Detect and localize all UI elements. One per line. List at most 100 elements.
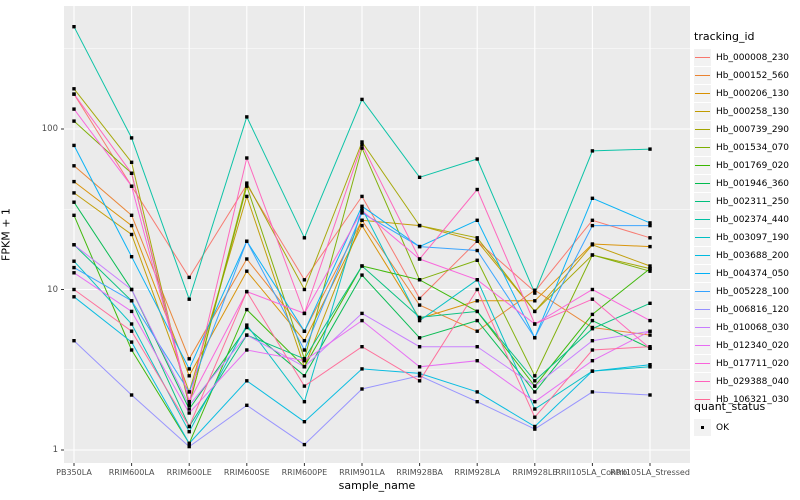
data-point [360,387,364,391]
data-point [187,403,191,407]
data-point [648,363,652,367]
data-point [475,287,479,292]
data-point [187,424,191,429]
data-point [360,206,364,211]
data-point [302,384,307,388]
legend-key-line-icon [694,139,711,156]
data-point [129,136,134,140]
data-point [648,266,652,271]
legend-item-label: Hb_000258_130 [716,106,790,117]
data-point [302,420,307,424]
data-point [475,359,479,363]
data-point [417,345,422,349]
data-point [475,390,479,394]
data-point [360,140,364,144]
data-point [533,415,537,419]
data-point [129,393,134,397]
data-point [417,379,422,383]
data-point [187,444,191,449]
legend-item-label: Hb_010068_030 [716,322,790,333]
legend-key-line-icon [694,85,711,102]
x-tick-label: RRIM928LE [512,468,558,477]
data-point [648,345,652,349]
legend-key-line-icon [694,229,711,246]
data-point [72,339,76,343]
legend-item-Hb_003688_200: Hb_003688_200 [694,247,789,264]
x-tick-label: RRIM600SE [223,468,270,477]
data-point [129,309,134,314]
panel-background [64,6,690,463]
data-point [245,333,249,337]
y-axis-title: FPKM + 1 [0,208,13,261]
data-point [590,243,595,247]
data-point [648,333,652,337]
data-point [590,297,595,301]
data-point [648,329,652,333]
data-point [533,390,537,394]
data-point [245,257,249,261]
data-point [475,236,479,240]
legend-item-label: Hb_001769_020 [716,160,790,171]
legend-item-label: Hb_002374_440 [716,214,790,225]
data-point [360,223,364,228]
data-point [302,236,307,240]
data-point [302,348,307,352]
legend-tracking-id-items: Hb_000008_230 Hb_000152_560 Hb_000206_130 H… [694,49,789,408]
data-point [417,223,422,228]
data-point [590,312,595,317]
legend-key-line-icon [694,337,711,354]
legend-item-label: Hb_004374_050 [716,268,790,279]
x-tick-label: RRIM928LA [454,468,501,477]
data-point [129,232,134,237]
data-point [533,407,537,411]
data-point [360,146,364,150]
data-point [360,142,364,147]
data-point [360,345,364,349]
data-point [129,160,134,164]
data-point [302,287,307,292]
data-point [648,318,652,323]
data-point [417,318,422,323]
x-tick-label: PB350LA [56,468,92,477]
data-point [475,248,479,253]
legend-item-Hb_001769_020: Hb_001769_020 [694,157,789,174]
data-point [187,374,191,378]
data-point [72,243,76,247]
data-point [533,299,537,303]
legend-item-label: Hb_003097_190 [716,232,790,243]
data-point [302,339,307,343]
data-point [533,427,537,431]
legend-key-line-icon [694,373,711,390]
data-point [72,259,76,263]
data-point [475,299,479,303]
data-point [360,97,364,102]
data-point [129,223,134,228]
legend-key-line-icon [694,175,711,192]
data-point [187,441,191,446]
legend-tracking-id: tracking_id Hb_000008_230 Hb_000152_560 Hb… [694,30,789,409]
data-point [533,400,537,404]
legend-key-line-icon [694,67,711,84]
data-point [360,318,364,323]
data-point [72,200,76,204]
legend-item-Hb_006816_120: Hb_006816_120 [694,301,789,318]
data-point [302,359,307,363]
legend-key-line-icon [694,391,711,408]
legend-item-label: Hb_012340_020 [716,340,790,351]
data-point [417,315,422,320]
data-point [417,371,422,376]
legend-key-line-icon [694,49,711,66]
data-point [475,318,479,323]
legend-key-line-icon [694,301,711,318]
legend-item-Hb_017711_020: Hb_017711_020 [694,355,789,372]
data-point [417,365,422,369]
x-axis-title: sample_name [338,479,416,492]
data-point [302,278,307,282]
data-point [302,311,307,316]
legend-item-Hb_000008_230: Hb_000008_230 [694,49,789,66]
x-tick-label: RRIM600LA [108,468,155,477]
data-point [533,336,537,340]
y-tick-label: 1 [52,445,58,455]
data-point [417,175,422,179]
